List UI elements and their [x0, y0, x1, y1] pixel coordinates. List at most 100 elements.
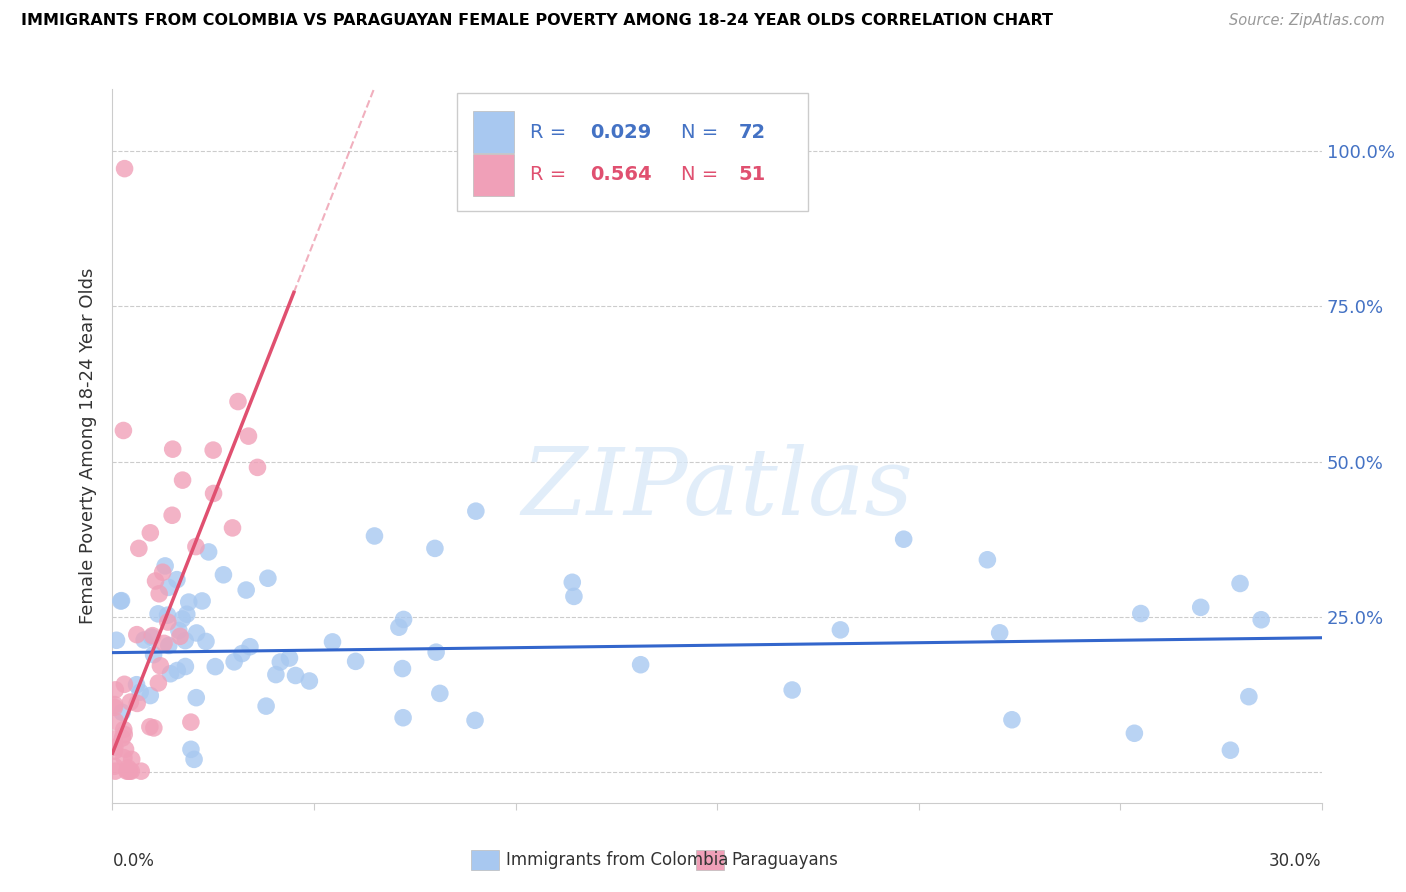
- Point: [976, 553, 998, 567]
- Point: [392, 711, 415, 725]
- Point: [103, 698, 125, 712]
- Point: [180, 742, 202, 756]
- Point: [104, 682, 127, 697]
- Point: [117, 761, 139, 775]
- Point: [388, 620, 411, 634]
- Point: [464, 714, 486, 728]
- Point: [104, 740, 127, 755]
- FancyBboxPatch shape: [472, 111, 515, 153]
- Text: 0.029: 0.029: [591, 122, 651, 142]
- Point: [148, 587, 170, 601]
- Point: [156, 615, 179, 629]
- Point: [112, 677, 135, 691]
- FancyBboxPatch shape: [457, 93, 807, 211]
- Point: [166, 573, 188, 587]
- Text: 0.564: 0.564: [591, 165, 652, 185]
- Point: [128, 541, 150, 556]
- Point: [139, 525, 162, 540]
- Point: [103, 731, 125, 746]
- Point: [246, 460, 269, 475]
- Point: [104, 764, 127, 779]
- Point: [238, 429, 260, 443]
- Point: [120, 764, 142, 779]
- Point: [139, 689, 162, 703]
- Point: [112, 750, 135, 764]
- Text: Source: ZipAtlas.com: Source: ZipAtlas.com: [1229, 13, 1385, 29]
- Point: [202, 443, 225, 458]
- Point: [224, 655, 246, 669]
- Point: [344, 654, 367, 668]
- Point: [830, 623, 852, 637]
- Point: [392, 612, 415, 626]
- Point: [157, 580, 180, 594]
- Point: [257, 571, 280, 585]
- Point: [235, 582, 257, 597]
- Point: [197, 545, 219, 559]
- Point: [562, 590, 585, 604]
- Point: [103, 759, 125, 773]
- Point: [191, 594, 214, 608]
- Text: ZIPatlas: ZIPatlas: [522, 444, 912, 533]
- Point: [159, 666, 181, 681]
- Point: [125, 678, 148, 692]
- Point: [176, 607, 198, 622]
- Text: N =: N =: [681, 122, 724, 142]
- Point: [156, 608, 179, 623]
- Point: [1237, 690, 1260, 704]
- Point: [1189, 600, 1212, 615]
- Point: [202, 486, 225, 500]
- Point: [172, 612, 194, 626]
- Point: [120, 695, 142, 709]
- Point: [125, 627, 148, 641]
- Point: [112, 723, 135, 737]
- Point: [391, 662, 413, 676]
- Point: [174, 659, 197, 673]
- Point: [117, 764, 139, 779]
- Point: [893, 532, 915, 546]
- Point: [118, 764, 141, 779]
- Point: [195, 634, 218, 648]
- Point: [142, 721, 165, 735]
- Point: [169, 629, 191, 643]
- Point: [630, 657, 652, 672]
- Point: [127, 697, 149, 711]
- Point: [152, 566, 174, 580]
- Point: [111, 706, 134, 720]
- Point: [149, 658, 172, 673]
- Point: [363, 529, 385, 543]
- Point: [264, 667, 287, 681]
- Text: Immigrants from Colombia: Immigrants from Colombia: [506, 851, 728, 869]
- Point: [561, 575, 583, 590]
- Point: [1250, 613, 1272, 627]
- Point: [321, 635, 343, 649]
- Point: [226, 394, 249, 409]
- Point: [269, 655, 291, 669]
- Text: IMMIGRANTS FROM COLOMBIA VS PARAGUAYAN FEMALE POVERTY AMONG 18-24 YEAR OLDS CORR: IMMIGRANTS FROM COLOMBIA VS PARAGUAYAN F…: [21, 13, 1053, 29]
- Point: [186, 690, 208, 705]
- Point: [112, 424, 135, 438]
- Point: [148, 676, 170, 690]
- Point: [988, 625, 1011, 640]
- Point: [103, 744, 125, 758]
- Text: R =: R =: [530, 165, 572, 185]
- Text: Paraguayans: Paraguayans: [731, 851, 838, 869]
- Point: [1123, 726, 1146, 740]
- Point: [141, 630, 163, 644]
- Point: [231, 647, 253, 661]
- Point: [177, 595, 200, 609]
- Text: 51: 51: [738, 165, 766, 185]
- FancyBboxPatch shape: [472, 153, 515, 196]
- Text: 0.0%: 0.0%: [112, 853, 155, 871]
- Point: [129, 764, 152, 779]
- Point: [142, 648, 165, 662]
- Point: [104, 714, 127, 729]
- Point: [153, 636, 176, 650]
- Point: [172, 473, 194, 487]
- Point: [464, 504, 486, 518]
- Point: [110, 593, 132, 607]
- Point: [254, 699, 277, 714]
- Point: [180, 715, 202, 730]
- Point: [114, 742, 136, 756]
- Point: [162, 442, 184, 457]
- Point: [423, 541, 446, 556]
